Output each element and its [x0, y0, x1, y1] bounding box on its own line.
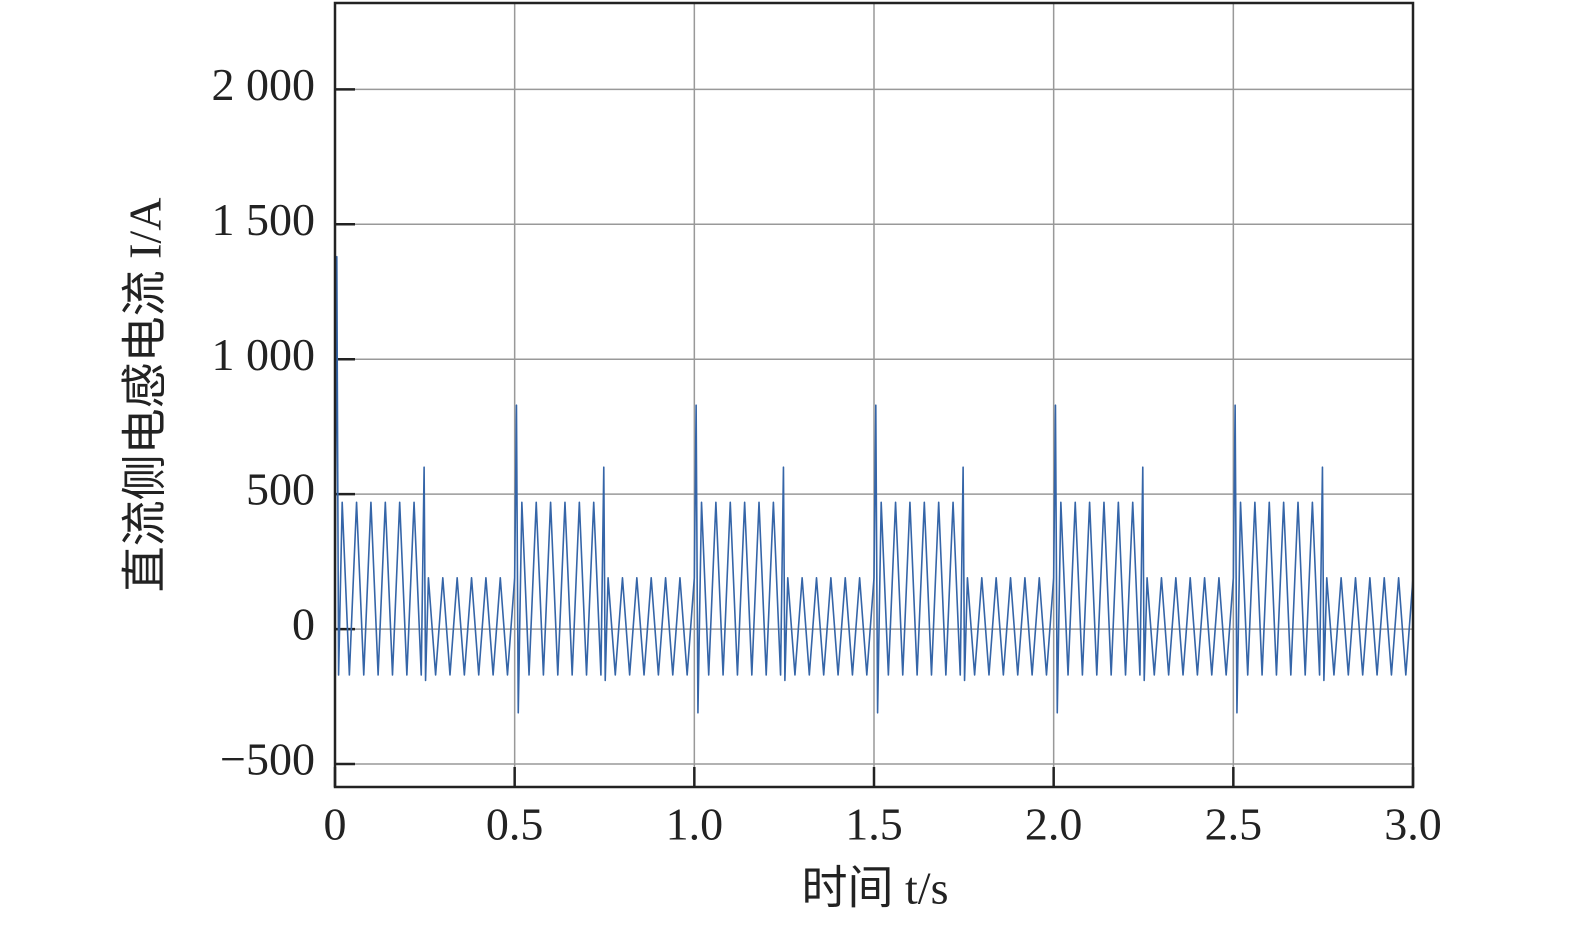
x-tick-label: 3.0: [1384, 799, 1442, 850]
x-tick-label: 0: [324, 799, 347, 850]
x-tick-label: 1.0: [666, 799, 724, 850]
y-tick-label: 0: [292, 599, 315, 650]
plot-frame: [333, 1, 1415, 789]
x-tick-label: 1.5: [845, 799, 903, 850]
y-axis-label: 直流侧电感电流 I/A: [120, 198, 171, 593]
signal-line: [334, 255, 1414, 714]
y-tick-label: −500: [220, 734, 315, 785]
x-tick-label: 2.0: [1025, 799, 1083, 850]
y-tick-label: 1 000: [212, 329, 316, 380]
y-tick-label: 1 500: [212, 194, 316, 245]
x-tick-label: 2.5: [1205, 799, 1263, 850]
y-tick-label: 500: [246, 464, 315, 515]
x-tick-label: 0.5: [486, 799, 544, 850]
x-axis-label: 时间 t/s: [802, 863, 949, 914]
y-tick-label: 2 000: [212, 59, 316, 110]
